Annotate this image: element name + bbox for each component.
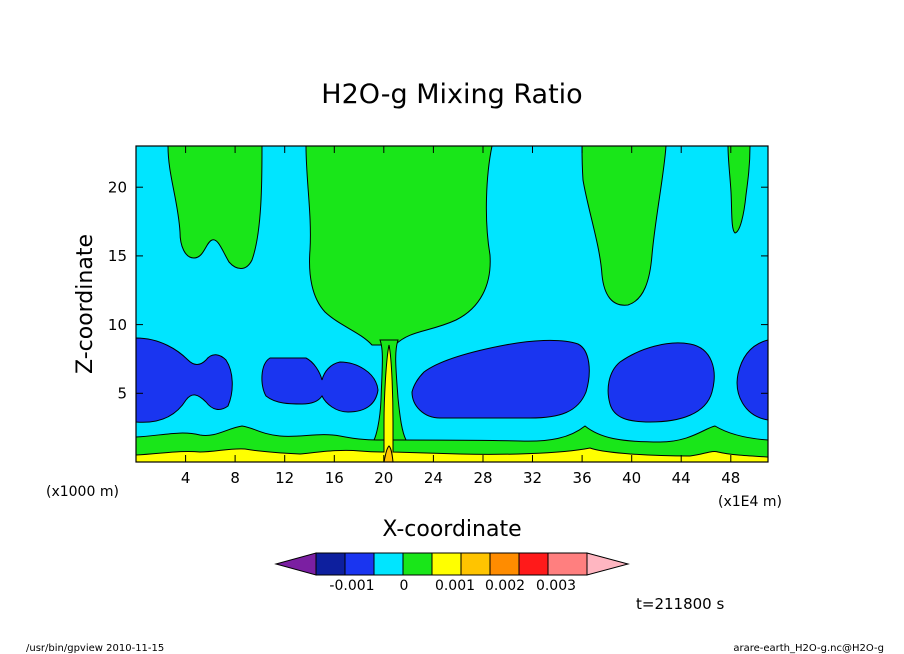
contour-green-plume-1 <box>167 146 263 269</box>
colorbar-segment <box>518 552 549 576</box>
x-tick-label: 20 <box>374 469 393 487</box>
x-tick-label: 4 <box>181 469 191 487</box>
colorbar-label: 0.003 <box>536 578 576 594</box>
colorbar-segment <box>315 552 346 576</box>
x-axis-label: X-coordinate <box>382 517 521 542</box>
y-tick-label: 10 <box>108 316 127 334</box>
contour-blue-cell-2 <box>261 357 379 413</box>
x-tick-label: 12 <box>275 469 294 487</box>
contour-green-plume-3 <box>581 146 667 306</box>
chart-title: H2O-g Mixing Ratio <box>321 79 582 110</box>
contour-green-plume-2 <box>305 146 493 346</box>
colorbar-segment <box>460 552 491 576</box>
x-tick-label: 24 <box>424 469 443 487</box>
footer-right: arare-earth_H2O-g.nc@H2O-g <box>733 643 884 654</box>
x-tick-label: 32 <box>523 469 542 487</box>
y-tick-label: 5 <box>117 385 127 403</box>
y-ticks <box>136 186 768 394</box>
colorbar-label: 0.002 <box>485 578 525 594</box>
x-tick-labels: 4 8 12 16 20 24 28 32 36 40 44 48 <box>181 469 741 487</box>
footer-left: /usr/bin/gpview 2010-11-15 <box>26 643 164 654</box>
colorbar-segment <box>431 552 462 576</box>
y-tick-label: 20 <box>108 178 127 196</box>
contour-blue-cell-5 <box>736 339 768 421</box>
x-tick-label: 36 <box>573 469 592 487</box>
contour-blue-cell-1 <box>136 337 233 423</box>
x-unit-note: (x1E4 m) <box>718 494 782 510</box>
colorbar-segment <box>344 552 375 576</box>
y-axis-label: Z-coordinate <box>73 234 98 374</box>
plot-frame <box>135 145 769 463</box>
x-tick-label: 48 <box>721 469 740 487</box>
contour-yellow-layer <box>136 344 768 462</box>
colorbar-label: -0.001 <box>329 578 374 594</box>
colorbar <box>274 552 630 576</box>
contour-orange-tip <box>383 445 394 462</box>
colorbar-segment <box>547 552 588 576</box>
time-label: t=211800 s <box>636 595 724 613</box>
contour-fields <box>136 146 768 462</box>
colorbar-segment <box>489 552 520 576</box>
contour-blue-cell-4 <box>607 342 715 423</box>
contour-green-plume-4 <box>727 146 751 234</box>
colorbar-labels: -0.001 0 0.001 0.002 0.003 <box>329 578 576 594</box>
x-ticks <box>185 146 732 462</box>
colorbar-label: 0.001 <box>435 578 475 594</box>
colorbar-segment <box>373 552 404 576</box>
x-tick-label: 16 <box>325 469 344 487</box>
y-tick-label: 15 <box>108 247 127 265</box>
x-tick-label: 44 <box>672 469 691 487</box>
x-tick-label: 8 <box>230 469 240 487</box>
colorbar-segment <box>586 552 630 576</box>
colorbar-segment <box>274 552 317 576</box>
contour-blue-cell-3 <box>411 339 590 419</box>
x-tick-label: 28 <box>473 469 492 487</box>
x-tick-label: 40 <box>622 469 641 487</box>
colorbar-label: 0 <box>400 578 409 594</box>
colorbar-segment <box>402 552 433 576</box>
y-unit-note: (x1000 m) <box>46 484 119 500</box>
y-tick-labels: 5 10 15 20 <box>108 178 127 402</box>
